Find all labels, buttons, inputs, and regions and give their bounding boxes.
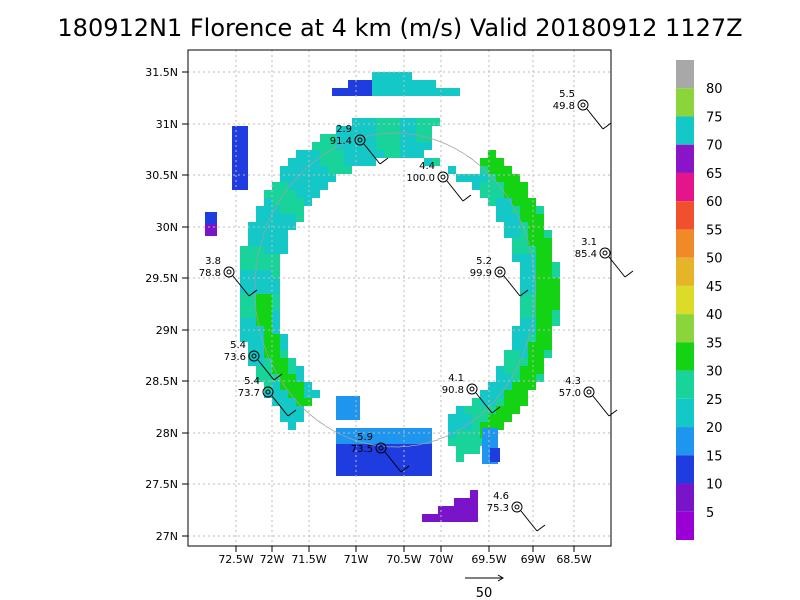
station-value-a: 5.2 <box>476 256 492 267</box>
lat-label: 28N <box>156 427 178 440</box>
colorbar-label: 35 <box>706 336 723 351</box>
longitude-labels: 72.5W 72W 71.5W 71W 70.5W 70W 69.5W 69W 68.5W <box>218 546 592 566</box>
colorbar-label: 75 <box>706 110 723 125</box>
lat-label: 28.5N <box>145 375 178 388</box>
station-value-b: 90.8 <box>442 385 464 396</box>
colorbar-swatch <box>676 201 694 230</box>
colorbar-swatch <box>676 285 694 315</box>
latitude-labels: 31.5N 31N 30.5N 30N 29.5N 29N 28.5N 28N 27.5N 27N <box>145 66 188 543</box>
colorbar-label: 45 <box>706 280 723 295</box>
lat-label: 29.5N <box>145 272 178 285</box>
station-marker: 4.190.8 <box>442 373 501 414</box>
colorbar-label: 10 <box>706 478 723 493</box>
station-value-b: 99.9 <box>470 268 492 279</box>
colorbar-swatch <box>676 483 694 512</box>
station-value-b: 73.7 <box>238 388 260 399</box>
colorbar-label: 70 <box>706 139 723 154</box>
colorbar-swatch <box>676 427 694 456</box>
colorbar: 80 75 70 65 60 55 50 45 40 35 30 25 20 15 10 5 <box>676 60 723 540</box>
lon-label: 72W <box>260 553 285 566</box>
colorbar-label: 80 <box>706 82 723 97</box>
station-marker: 5.473.7 <box>238 376 297 417</box>
colorbar-label: 50 <box>706 252 723 267</box>
station-value-a: 2.9 <box>336 124 352 135</box>
wind-speed-field <box>205 72 560 522</box>
station-marker: 5.473.6 <box>224 340 283 381</box>
colorbar-label: 20 <box>706 421 723 436</box>
station-value-a: 5.9 <box>357 432 373 443</box>
lat-label: 31N <box>156 118 178 131</box>
station-value-a: 5.5 <box>559 89 575 100</box>
colorbar-swatch <box>676 257 694 286</box>
station-value-a: 3.1 <box>581 237 597 248</box>
lon-label: 70W <box>429 553 454 566</box>
lat-label: 29N <box>156 324 178 337</box>
reference-vector-label: 50 <box>476 586 493 600</box>
station-value-b: 91.4 <box>330 136 352 147</box>
colorbar-label: 65 <box>706 167 723 182</box>
station-marker: 4.357.0 <box>559 376 618 417</box>
colorbar-label: 30 <box>706 365 723 380</box>
lat-label: 27N <box>156 530 178 543</box>
station-value-b: 49.8 <box>553 101 575 112</box>
station-value-a: 4.3 <box>565 376 581 387</box>
station-value-b: 73.6 <box>224 352 246 363</box>
colorbar-swatch <box>676 144 694 173</box>
station-value-a: 5.4 <box>230 340 246 351</box>
colorbar-swatch <box>676 370 694 399</box>
lat-label: 30.5N <box>145 169 178 182</box>
colorbar-label: 60 <box>706 195 723 210</box>
station-value-b: 100.0 <box>406 173 435 184</box>
station-value-b: 57.0 <box>559 388 581 399</box>
station-marker: 2.991.4 <box>330 124 389 165</box>
station-value-a: 4.4 <box>419 161 435 172</box>
lat-label: 31.5N <box>145 66 178 79</box>
station-marker: 3.878.8 <box>199 256 258 297</box>
colorbar-swatch <box>676 511 694 540</box>
reference-vector: 50 <box>465 574 504 600</box>
station-marker: 5.973.5 <box>351 432 410 473</box>
station-marker: 4.675.3 <box>487 491 546 532</box>
station-value-a: 4.6 <box>493 491 509 502</box>
colorbar-swatch <box>676 172 694 202</box>
lon-label: 69W <box>521 553 546 566</box>
station-value-a: 5.4 <box>244 376 260 387</box>
station-value-b: 85.4 <box>575 249 597 260</box>
station-value-b: 73.5 <box>351 444 373 455</box>
colorbar-label: 25 <box>706 393 723 408</box>
station-value-a: 4.1 <box>448 373 464 384</box>
lon-label: 72.5W <box>218 553 253 566</box>
colorbar-label: 55 <box>706 223 723 238</box>
lon-label: 70.5W <box>386 553 421 566</box>
colorbar-swatch <box>676 398 694 428</box>
lon-label: 71W <box>344 553 369 566</box>
colorbar-swatch <box>676 229 694 258</box>
station-marker: 5.299.9 <box>470 256 529 297</box>
colorbar-swatch <box>676 314 694 343</box>
lon-label: 68.5W <box>556 553 591 566</box>
colorbar-swatch <box>676 116 694 145</box>
map-frame <box>187 49 612 547</box>
colorbar-swatch <box>676 342 694 371</box>
lon-label: 71.5W <box>291 553 326 566</box>
colorbar-label: 5 <box>706 506 714 521</box>
colorbar-swatch <box>676 455 694 484</box>
station-value-a: 3.8 <box>205 256 221 267</box>
lat-label: 27.5N <box>145 478 178 491</box>
grid-lines <box>188 50 611 546</box>
station-marker: 5.549.8 <box>553 89 612 130</box>
stations: 5.549.82.991.44.4100.03.185.43.878.85.29… <box>199 89 634 532</box>
map-title: 180912N1 Florence at 4 km (m/s) Valid 20… <box>57 14 743 42</box>
station-value-b: 78.8 <box>199 268 221 279</box>
lat-label: 30N <box>156 221 178 234</box>
station-marker: 3.185.4 <box>575 237 634 278</box>
station-value-b: 75.3 <box>487 503 509 514</box>
colorbar-swatch <box>676 60 694 89</box>
lon-label: 69.5W <box>471 553 506 566</box>
colorbar-label: 40 <box>706 308 723 323</box>
colorbar-swatch <box>676 88 694 117</box>
colorbar-label: 15 <box>706 449 723 464</box>
